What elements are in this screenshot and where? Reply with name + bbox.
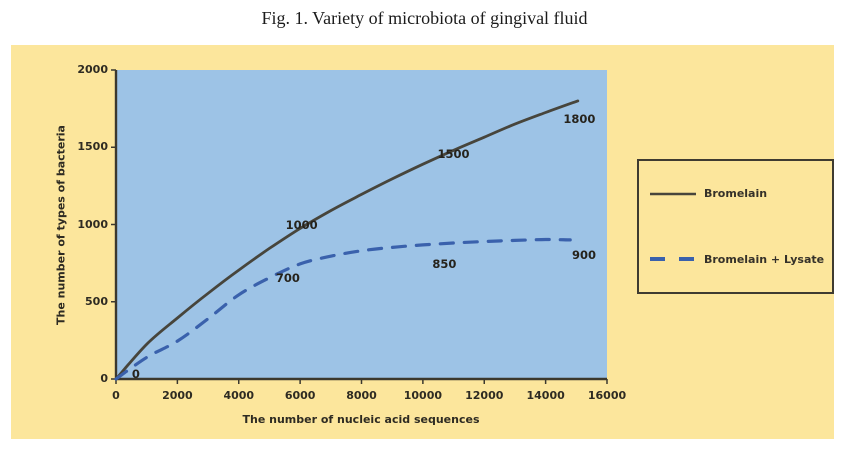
bromelain-solid-line-icon [650, 192, 696, 196]
y-tick-label-1500: 1500 [77, 140, 108, 154]
legend-label-bromelain: Bromelain [704, 187, 768, 201]
chart-panel: The number of types of bacteria The numb… [11, 45, 834, 439]
data-label-900: 900 [571, 247, 596, 262]
data-label-1000: 1000 [285, 217, 318, 232]
y-tick-label-2000: 2000 [77, 63, 108, 76]
x-tick-label-0: 0 [112, 389, 120, 402]
legend-label-bromelain-lysate: Bromelain + Lysate [704, 252, 825, 266]
series-curve-bromelain-lysate [114, 237, 572, 381]
x-tick-label-6000: 6000 [284, 389, 316, 402]
series-curve-bromelain [114, 99, 580, 381]
x-tick-label-16000: 16000 [587, 389, 627, 402]
x-tick-label-2000: 2000 [162, 389, 193, 402]
legend-item-bromelain: Bromelain [639, 187, 832, 200]
x-tick-label-10000: 10000 [403, 389, 443, 402]
x-tick-label-4000: 4000 [223, 389, 255, 402]
figure-caption: Fig. 1. Variety of microbiota of gingiva… [261, 8, 588, 28]
data-label-1500: 1500 [437, 147, 470, 162]
data-label-700: 700 [275, 270, 300, 285]
y-tick-label-1000: 1000 [77, 217, 108, 231]
x-tick-label-14000: 14000 [526, 389, 565, 402]
x-tick-label-8000: 8000 [346, 389, 377, 402]
data-label-1800: 1800 [563, 112, 596, 127]
data-label-850: 850 [432, 256, 457, 271]
y-tick-label-0: 0 [100, 372, 108, 385]
bromelain-lysate-dashed-line-icon [650, 257, 696, 262]
x-axis-title: The number of nucleic acid sequences [242, 413, 480, 426]
x-tick-label-12000: 12000 [465, 389, 504, 402]
legend-item-bromelain-lysate: Bromelain + Lysate [639, 253, 832, 266]
plot-area [111, 69, 608, 384]
data-label-0: 0 [131, 367, 140, 382]
legend: Bromelain Bromelain + Lysate [637, 159, 834, 294]
y-tick-label-500: 500 [85, 294, 108, 308]
